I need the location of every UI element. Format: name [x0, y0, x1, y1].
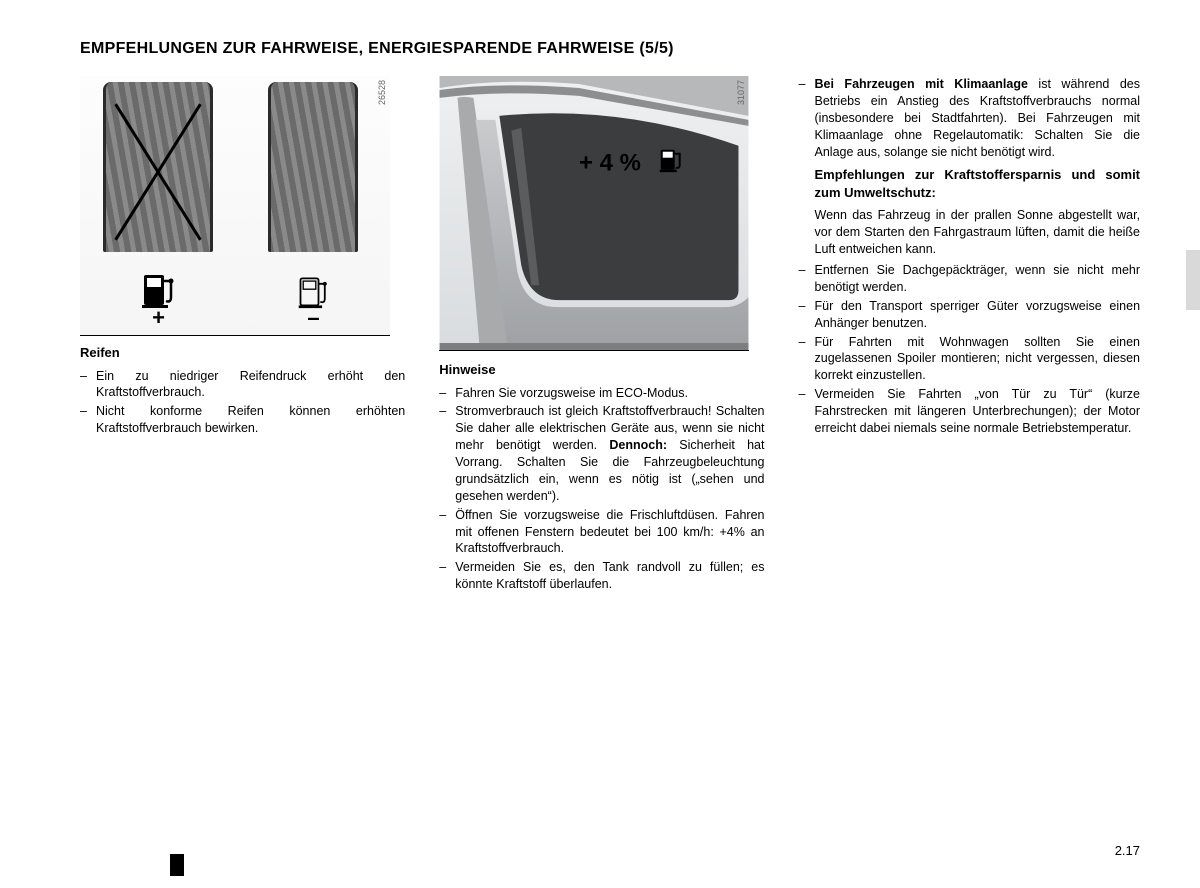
column-3: Bei Fahrzeugen mit Klimaanlage ist währe…	[799, 76, 1141, 595]
content-columns: 26528	[80, 76, 1140, 595]
list-item: Ein zu niedriger Reifendruck erhöht den …	[80, 368, 405, 402]
svg-text:+ 4 %: + 4 %	[579, 150, 641, 177]
list-item: Vermeiden Sie Fahrten „von Tür zu Tür“ (…	[799, 386, 1141, 437]
pump-row: + –	[80, 266, 390, 330]
footer-mark	[170, 854, 184, 876]
manual-page: EMPFEHLUNGEN ZUR FAHRWEISE, ENERGIESPARE…	[0, 0, 1200, 888]
figure-window: 31077	[439, 76, 749, 351]
list-item: Öffnen Sie vorzugsweise die Frischluftdü…	[439, 507, 764, 558]
minus-sign: –	[295, 311, 333, 324]
intro-bold: Bei Fahrzeugen mit Klimaanlage	[815, 77, 1028, 91]
plus-sign: +	[138, 311, 180, 324]
column-1: 26528	[80, 76, 405, 595]
list-item: Für den Transport sperriger Güter vorzug…	[799, 298, 1141, 332]
cross-icon	[103, 82, 213, 262]
tire-underinflated	[103, 82, 213, 262]
list-item: Nicht konforme Reifen können erhöhten Kr…	[80, 403, 405, 437]
fuel-pump-filled-icon: +	[138, 269, 180, 324]
title-page-indicator: (5/5)	[639, 40, 673, 57]
tire-correct	[258, 82, 368, 262]
col1-list: Ein zu niedriger Reifendruck erhöht den …	[80, 368, 405, 438]
col2-heading: Hinweise	[439, 361, 764, 379]
col3-intro-list: Bei Fahrzeugen mit Klimaanlage ist währe…	[799, 76, 1141, 437]
col1-heading: Reifen	[80, 344, 405, 362]
list-item: Für Fahrten mit Wohnwagen sollten Sie ei…	[799, 334, 1141, 385]
col3-paragraph: Wenn das Fahrzeug in der prallen Sonne a…	[815, 207, 1141, 258]
car-window-illustration: + 4 %	[439, 76, 749, 350]
list-item: Fahren Sie vorzugsweise im ECO-Modus.	[439, 385, 764, 402]
side-tab	[1186, 250, 1200, 310]
column-2: 31077	[439, 76, 764, 595]
list-item: Bei Fahrzeugen mit Klimaanlage ist währe…	[799, 76, 1141, 258]
figure-tires: 26528	[80, 76, 390, 336]
page-title: EMPFEHLUNGEN ZUR FAHRWEISE, ENERGIESPARE…	[80, 40, 1140, 58]
col3-subheading: Empfehlungen zur Kraftstoffersparnis und…	[815, 166, 1141, 201]
list-item: Entfernen Sie Dachgepäckträger, wenn sie…	[799, 262, 1141, 296]
figure-code: 31077	[735, 80, 747, 105]
list-item: Stromverbrauch ist gleich Kraftstoffverb…	[439, 403, 764, 504]
col2-list: Fahren Sie vorzugsweise im ECO-Modus. St…	[439, 385, 764, 594]
title-main: EMPFEHLUNGEN ZUR FAHRWEISE, ENERGIESPARE…	[80, 40, 639, 57]
tire-row	[80, 76, 390, 266]
page-number: 2.17	[1115, 843, 1140, 858]
fuel-pump-outline-icon: –	[295, 273, 333, 324]
figure-code: 26528	[376, 80, 388, 105]
list-item: Vermeiden Sie es, den Tank randvoll zu f…	[439, 559, 764, 593]
